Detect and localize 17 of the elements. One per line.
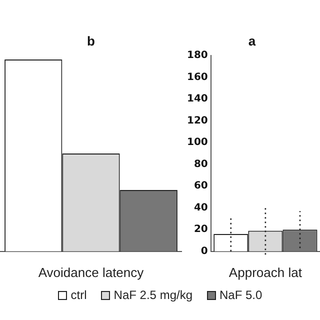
y-tick-label: 160 xyxy=(187,72,208,83)
y-tick-label: 100 xyxy=(187,137,208,148)
y-tick-label: 80 xyxy=(194,158,208,170)
y-tick-label: 20 xyxy=(194,224,208,236)
x-axis-title: Approach lat xyxy=(228,264,302,280)
legend-label: NaF 5.0 xyxy=(218,288,262,302)
y-tick-label: 120 xyxy=(187,115,208,126)
y-tick-label: 140 xyxy=(187,94,208,105)
text: ctrl xyxy=(70,288,87,302)
y-tick-label: 0 xyxy=(200,246,208,257)
legend-label: NaF 2.5 mg/kg xyxy=(112,288,192,302)
chart-title: a xyxy=(248,33,256,48)
y-tick-label: 180 xyxy=(187,50,208,62)
y-tick-label: 40 xyxy=(194,202,208,214)
x-axis-title: Avoidance latency xyxy=(38,264,144,280)
y-tick-label: 60 xyxy=(194,180,208,192)
chart-title: b xyxy=(87,33,96,48)
